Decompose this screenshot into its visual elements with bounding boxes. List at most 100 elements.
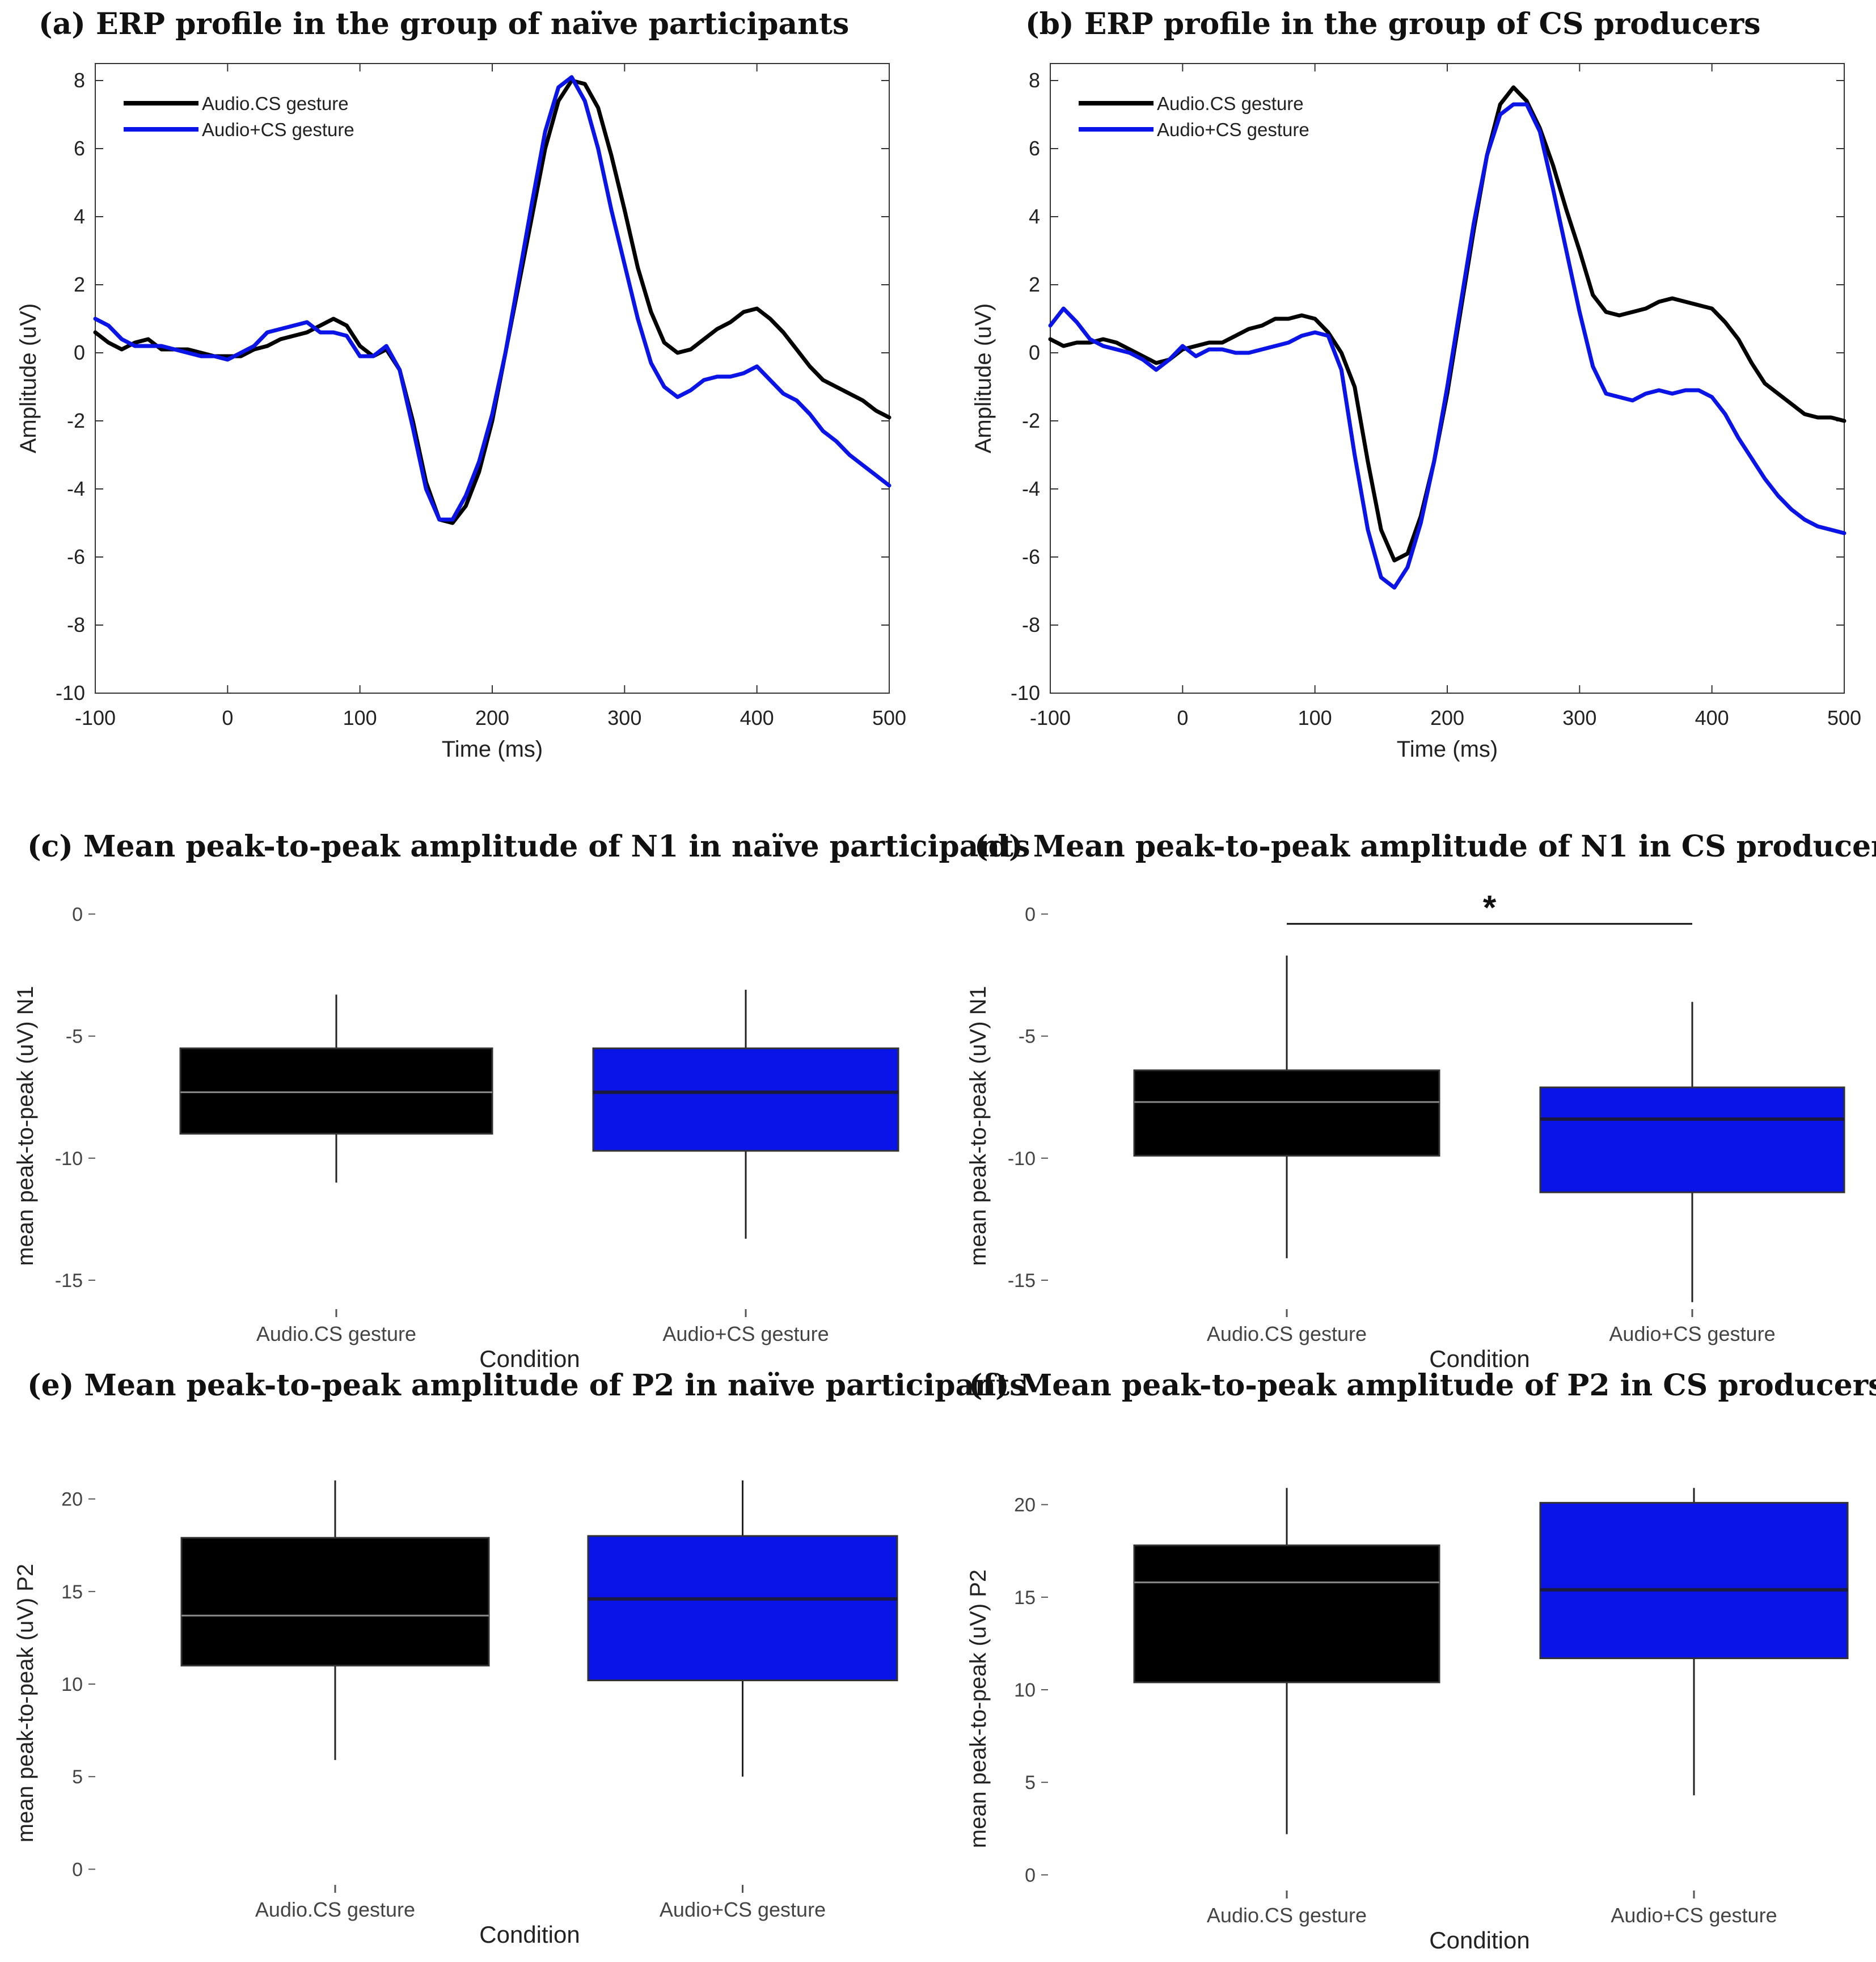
y-tick-label: -15 — [55, 1270, 83, 1292]
x-category-label: Audio+CS gesture — [1611, 1904, 1777, 1927]
y-tick-label: -8 — [1022, 613, 1040, 636]
chart-b: -100 0 100 200 300 400 500 -10 -8 -6 -4 -2 0 2 4 6 8 Time… — [971, 63, 1861, 762]
x-category-label: Audio.CS gesture — [255, 1898, 415, 1921]
box-audio-plus-cs — [1539, 1501, 1849, 1660]
y-axis-label: mean peak-to-peak (uV) P2 — [13, 1564, 38, 1842]
y-tick-label: 4 — [1029, 205, 1040, 228]
x-category-label: Audio.CS gesture — [1207, 1322, 1367, 1345]
y-tick-label: 15 — [61, 1581, 83, 1603]
y-tick-label: -10 — [55, 1148, 83, 1170]
x-axis-label: Condition — [1429, 1927, 1529, 1953]
box-audio-cs — [180, 1537, 490, 1666]
y-tick-label: 0 — [1025, 904, 1036, 926]
y-tick-label: 10 — [61, 1674, 83, 1695]
x-tick-label: 500 — [872, 706, 906, 729]
legend-entry: Audio+CS gesture — [1157, 119, 1309, 140]
y-tick-label: 2 — [74, 273, 85, 296]
y-tick-label: 10 — [1014, 1680, 1036, 1701]
y-tick-label: 2 — [1029, 273, 1040, 296]
panel-d-title: (d) Mean peak-to-peak amplitude of N1 in… — [974, 829, 1876, 864]
series-line-audio-cs — [93, 78, 891, 525]
x-tick-label: 0 — [222, 706, 233, 729]
series-line-audio-cs — [1048, 85, 1847, 563]
panel-a-title-text: ERP profile in the group of naïve partic… — [96, 7, 850, 41]
x-axis-label: Time (ms) — [442, 737, 543, 762]
y-tick-label: -4 — [67, 477, 85, 500]
chart-f: 0 5 10 15 20 Audio.CS gesture Audio+CS gesture… — [966, 1488, 1849, 1953]
panel-c-title-text: Mean peak-to-peak amplitude of N1 in naï… — [83, 829, 1030, 864]
panel-a-title: (a) ERP profile in the group of naïve pa… — [39, 7, 849, 41]
x-tick-label: 400 — [1695, 706, 1729, 729]
box-audio-cs — [1133, 1069, 1440, 1157]
series-line-audio-plus-cs — [93, 75, 891, 522]
y-tick-label: 20 — [1014, 1495, 1036, 1516]
x-category-label: Audio+CS gesture — [660, 1898, 826, 1921]
y-tick-label: 5 — [72, 1766, 83, 1788]
box-audio-plus-cs — [587, 1535, 898, 1682]
x-axis-label: Time (ms) — [1397, 737, 1498, 762]
x-category-label: Audio.CS gesture — [1207, 1904, 1367, 1927]
x-tick-label: 500 — [1827, 706, 1861, 729]
y-tick-label: 5 — [1025, 1772, 1036, 1794]
y-tick-label: 0 — [72, 1859, 83, 1880]
y-tick-label: 4 — [74, 205, 85, 228]
x-tick-label: -100 — [1030, 706, 1071, 729]
panel-d-tag: (d) — [974, 829, 1023, 864]
panel-f-tag: (f) — [969, 1368, 1009, 1403]
y-axis-label: Amplitude (uV) — [971, 303, 996, 454]
panel-e-tag: (e) — [27, 1368, 74, 1403]
x-tick-label: 100 — [1298, 706, 1332, 729]
x-tick-label: 100 — [343, 706, 377, 729]
x-tick-label: -100 — [75, 706, 116, 729]
x-category-label: Audio+CS gesture — [662, 1322, 829, 1345]
panel-f-title-text: Mean peak-to-peak amplitude of P2 in CS … — [1019, 1368, 1876, 1403]
y-tick-label: -10 — [1011, 681, 1040, 704]
panel-b-tag: (b) — [1025, 7, 1074, 41]
series-line-audio-plus-cs — [1048, 102, 1847, 590]
chart-d: 0 -5 -10 -15 Audio.CS gesture Audio+CS gestur… — [966, 889, 1845, 1372]
y-tick-label: 0 — [74, 341, 85, 364]
y-tick-label: 6 — [74, 137, 85, 160]
x-axis-label: Condition — [1429, 1345, 1529, 1372]
panel-c-title: (c) Mean peak-to-peak amplitude of N1 in… — [27, 829, 1030, 864]
box-audio-plus-cs — [592, 1047, 899, 1152]
y-tick-label: 8 — [1029, 69, 1040, 92]
y-tick-label: 15 — [1014, 1587, 1036, 1609]
y-tick-label: 0 — [1025, 1864, 1036, 1886]
y-tick-label: -2 — [67, 409, 85, 432]
y-tick-label: -15 — [1008, 1270, 1036, 1292]
y-tick-label: -5 — [1019, 1026, 1036, 1048]
x-category-label: Audio+CS gesture — [1609, 1322, 1775, 1345]
box-audio-cs — [179, 1047, 493, 1135]
y-tick-label: 6 — [1029, 137, 1040, 160]
legend-entry: Audio.CS gesture — [202, 93, 349, 114]
y-tick-label: -5 — [66, 1026, 83, 1048]
panel-f-title: (f) Mean peak-to-peak amplitude of P2 in… — [969, 1368, 1876, 1403]
box-audio-cs — [1133, 1544, 1440, 1683]
x-tick-label: 400 — [740, 706, 774, 729]
y-tick-label: -6 — [67, 545, 85, 568]
x-tick-label: 200 — [1430, 706, 1464, 729]
box-audio-plus-cs — [1539, 1086, 1845, 1193]
x-axis-label: Condition — [479, 1345, 580, 1372]
panel-d-title-text: Mean peak-to-peak amplitude of N1 in CS … — [1033, 829, 1876, 864]
chart-c: 0 -5 -10 -15 Audio.CS gesture Audio+CS gestur… — [13, 904, 899, 1372]
y-tick-label: 0 — [1029, 341, 1040, 364]
y-axis-label: mean peak-to-peak (uV) N1 — [966, 986, 991, 1266]
y-tick-label: 0 — [72, 904, 83, 926]
chart-a: -100 0 100 200 300 400 500 -10 -8 -6 -4 -2 0 2 4 6 8 Time… — [16, 63, 906, 762]
x-tick-label: 300 — [1562, 706, 1596, 729]
y-tick-label: 8 — [74, 69, 85, 92]
panel-a-tag: (a) — [39, 7, 86, 41]
x-tick-label: 0 — [1177, 706, 1188, 729]
y-tick-label: -10 — [1008, 1148, 1036, 1170]
y-tick-label: -2 — [1022, 409, 1040, 432]
x-tick-label: 300 — [607, 706, 641, 729]
y-tick-label: -6 — [1022, 545, 1040, 568]
x-category-label: Audio.CS gesture — [256, 1322, 416, 1345]
panel-c-tag: (c) — [27, 829, 73, 864]
y-axis-label: mean peak-to-peak (uV) P2 — [966, 1569, 991, 1848]
panel-e-title: (e) Mean peak-to-peak amplitude of P2 in… — [27, 1368, 1026, 1403]
significance-star: * — [1483, 889, 1497, 927]
